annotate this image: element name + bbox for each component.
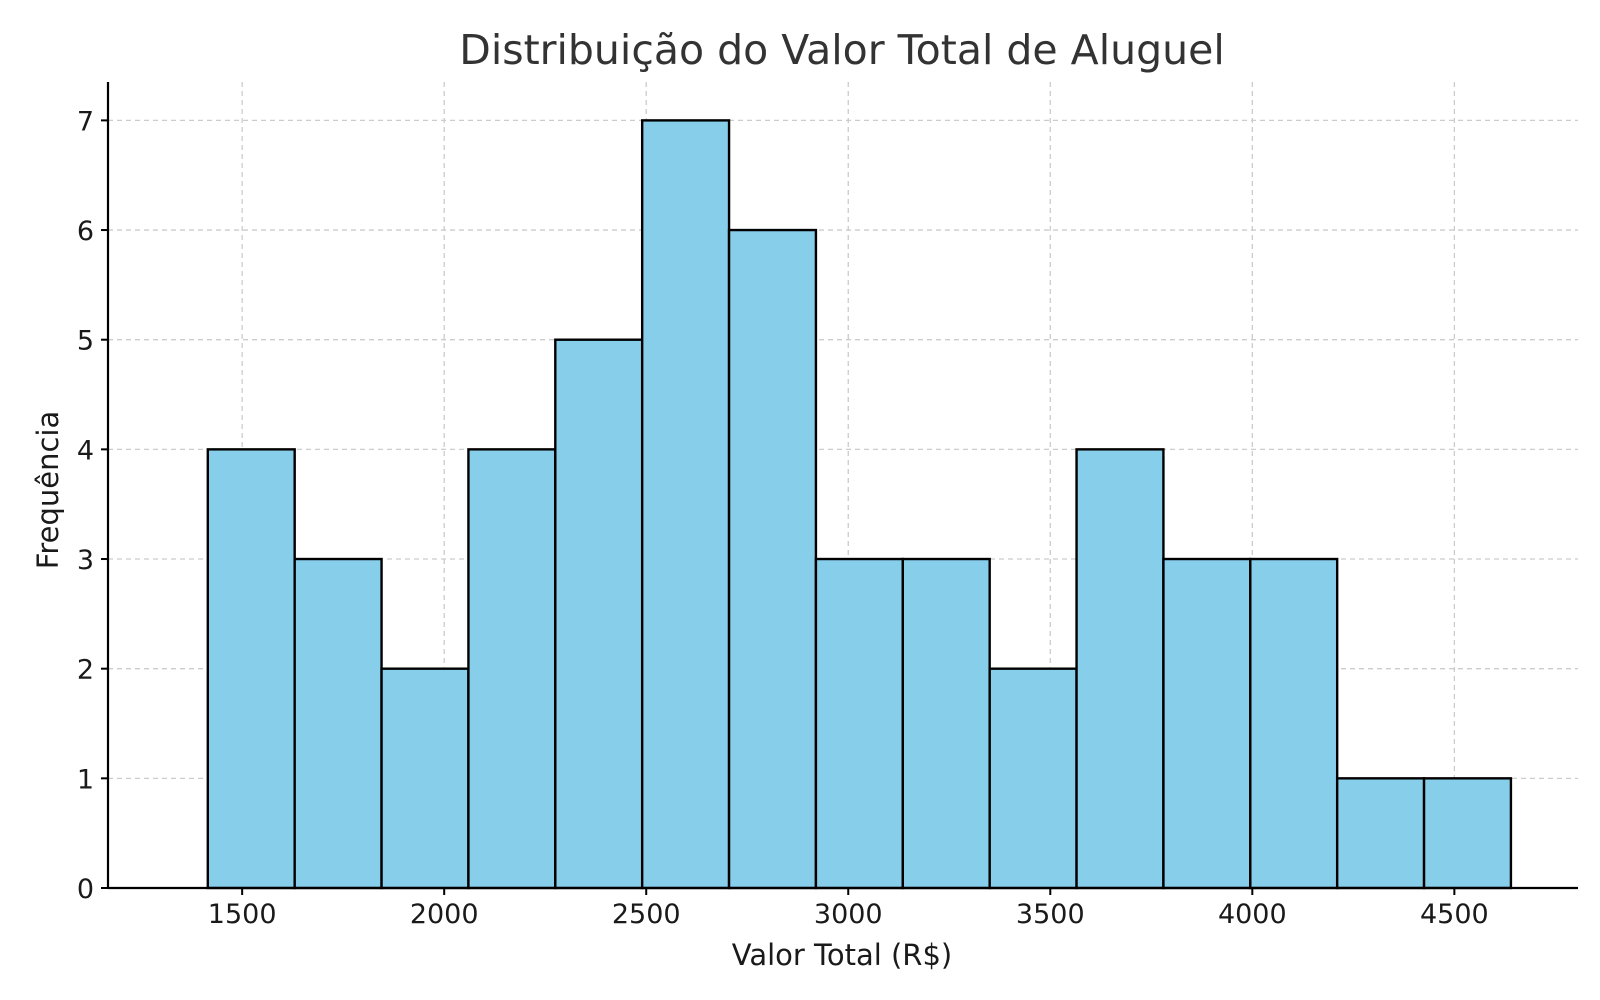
y-axis-label: Frequência <box>31 411 65 569</box>
histogram-bar <box>814 557 905 890</box>
axes <box>106 82 1578 890</box>
x-tick-label: 2500 <box>612 899 681 930</box>
x-tick-label: 1500 <box>208 899 277 930</box>
bars <box>206 119 1513 890</box>
chart-title: Distribuição do Valor Total de Aluguel <box>459 26 1224 74</box>
y-tick-label: 1 <box>77 764 94 795</box>
histogram-bar <box>380 667 470 890</box>
y-tick-label: 3 <box>77 545 94 576</box>
histogram-bar <box>988 667 1078 890</box>
x-tick-label: 4500 <box>1420 899 1489 930</box>
ticks: 1500 2000 2500 3000 3500 4000 4500 0 1 2 3 4 5 6 7 <box>77 106 1489 930</box>
y-tick-label: 0 <box>77 874 94 905</box>
y-tick-label: 5 <box>77 326 94 357</box>
y-tick-label: 7 <box>77 106 94 137</box>
histogram-bar <box>901 557 991 890</box>
y-tick-label: 2 <box>77 655 94 686</box>
histogram-bar <box>1335 777 1426 890</box>
histogram-bar <box>727 228 818 890</box>
histogram-bar <box>1422 777 1513 890</box>
y-tick-label: 4 <box>77 435 94 466</box>
histogram-bar <box>206 448 296 890</box>
histogram-bar <box>293 557 383 890</box>
histogram-bar <box>467 448 557 890</box>
histogram-bar <box>1075 448 1165 890</box>
y-tick-label: 6 <box>77 216 94 247</box>
x-tick-label: 3000 <box>814 899 883 930</box>
histogram-bar <box>640 119 731 890</box>
x-axis-label: Valor Total (R$) <box>732 938 952 972</box>
histogram-bar <box>1162 557 1252 890</box>
x-tick-label: 2000 <box>410 899 479 930</box>
histogram-bar <box>1249 557 1339 890</box>
x-tick-label: 3500 <box>1016 899 1085 930</box>
histogram-bar <box>554 338 644 890</box>
x-tick-label: 4000 <box>1218 899 1287 930</box>
